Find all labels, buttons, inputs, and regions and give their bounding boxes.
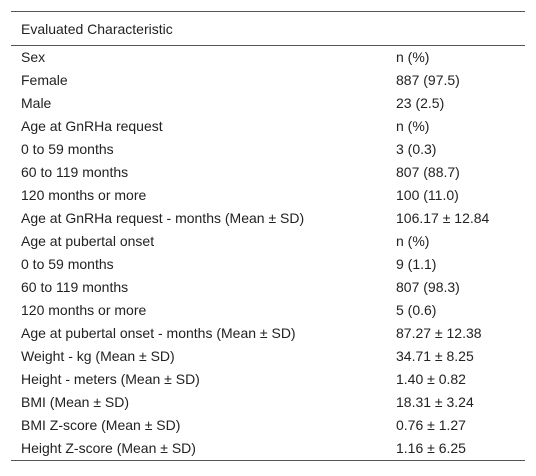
table-row: 0 to 59 months 3 (0.3) <box>11 138 525 161</box>
characteristic-cell: 0 to 59 months <box>21 141 114 157</box>
table-row: Age at GnRHa request - months (Mean ± SD… <box>11 207 525 230</box>
characteristic-cell: Height Z-score (Mean ± SD) <box>21 440 196 456</box>
value-cell: 87.27 ± 12.38 <box>396 325 482 341</box>
characteristic-cell: Height - meters (Mean ± SD) <box>21 371 200 387</box>
table-row: Age at GnRHa request n (%) <box>11 115 525 138</box>
table-row: 60 to 119 months 807 (88.7) <box>11 161 525 184</box>
table-body: Sex n (%) Female 887 (97.5) Male 23 (2.5) Age … <box>11 46 525 461</box>
value-cell: 807 (98.3) <box>396 279 460 295</box>
value-cell: n (%) <box>396 49 430 65</box>
value-cell: 34.71 ± 8.25 <box>396 348 474 364</box>
characteristic-cell: Weight - kg (Mean ± SD) <box>21 348 175 364</box>
value-cell: n (%) <box>396 233 430 249</box>
table-row: 120 months or more 5 (0.6) <box>11 299 525 322</box>
value-cell: 106.17 ± 12.84 <box>396 210 490 226</box>
table-row: Sex n (%) <box>11 46 525 70</box>
table-row: Female 887 (97.5) <box>11 69 525 92</box>
value-cell: 1.16 ± 6.25 <box>396 440 466 456</box>
characteristic-cell: 120 months or more <box>21 302 147 318</box>
value-cell: 23 (2.5) <box>396 95 445 111</box>
value-cell: 807 (88.7) <box>396 164 460 180</box>
characteristic-cell: Age at GnRHa request - months (Mean ± SD… <box>21 210 305 226</box>
table-row: Male 23 (2.5) <box>11 92 525 115</box>
value-cell: 9 (1.1) <box>396 256 437 272</box>
value-cell: 18.31 ± 3.24 <box>396 394 474 410</box>
table-row: Weight - kg (Mean ± SD) 34.71 ± 8.25 <box>11 345 525 368</box>
table-row: 0 to 59 months 9 (1.1) <box>11 253 525 276</box>
value-cell: 1.40 ± 0.82 <box>396 371 466 387</box>
characteristic-cell: Age at GnRHa request <box>21 118 163 134</box>
characteristic-cell: Female <box>21 72 68 88</box>
header-row: Evaluated Characteristic <box>11 11 525 46</box>
characteristic-cell: Male <box>21 95 52 111</box>
table-row: Height - meters (Mean ± SD) 1.40 ± 0.82 <box>11 368 525 391</box>
value-cell: 100 (11.0) <box>396 187 459 203</box>
characteristic-cell: 60 to 119 months <box>21 164 129 180</box>
characteristic-cell: 120 months or more <box>21 187 147 203</box>
value-cell: 3 (0.3) <box>396 141 437 157</box>
characteristic-cell: Sex <box>21 49 46 65</box>
data-table: Evaluated Characteristic Sex n (%) Female 8… <box>11 11 525 461</box>
table-row: Age at pubertal onset n (%) <box>11 230 525 253</box>
table-row: Height Z-score (Mean ± SD) 1.16 ± 6.25 <box>11 437 525 461</box>
characteristic-cell: BMI (Mean ± SD) <box>21 394 130 410</box>
characteristic-cell: 0 to 59 months <box>21 256 114 272</box>
table-row: Age at pubertal onset - months (Mean ± S… <box>11 322 525 345</box>
table-row: 60 to 119 months 807 (98.3) <box>11 276 525 299</box>
value-cell: 0.76 ± 1.27 <box>396 417 466 433</box>
table-row: BMI (Mean ± SD) 18.31 ± 3.24 <box>11 391 525 414</box>
value-cell: 5 (0.6) <box>396 302 437 318</box>
table-row: BMI Z-score (Mean ± SD) 0.76 ± 1.27 <box>11 414 525 437</box>
table-row: 120 months or more 100 (11.0) <box>11 184 525 207</box>
characteristic-cell: BMI Z-score (Mean ± SD) <box>21 417 181 433</box>
characteristic-cell: Age at pubertal onset - months (Mean ± S… <box>21 325 296 341</box>
value-cell: n (%) <box>396 118 430 134</box>
value-cell: 887 (97.5) <box>396 72 460 88</box>
characteristic-cell: 60 to 119 months <box>21 279 129 295</box>
header-cell: Evaluated Characteristic <box>11 11 525 46</box>
characteristic-cell: Age at pubertal onset <box>21 233 155 249</box>
